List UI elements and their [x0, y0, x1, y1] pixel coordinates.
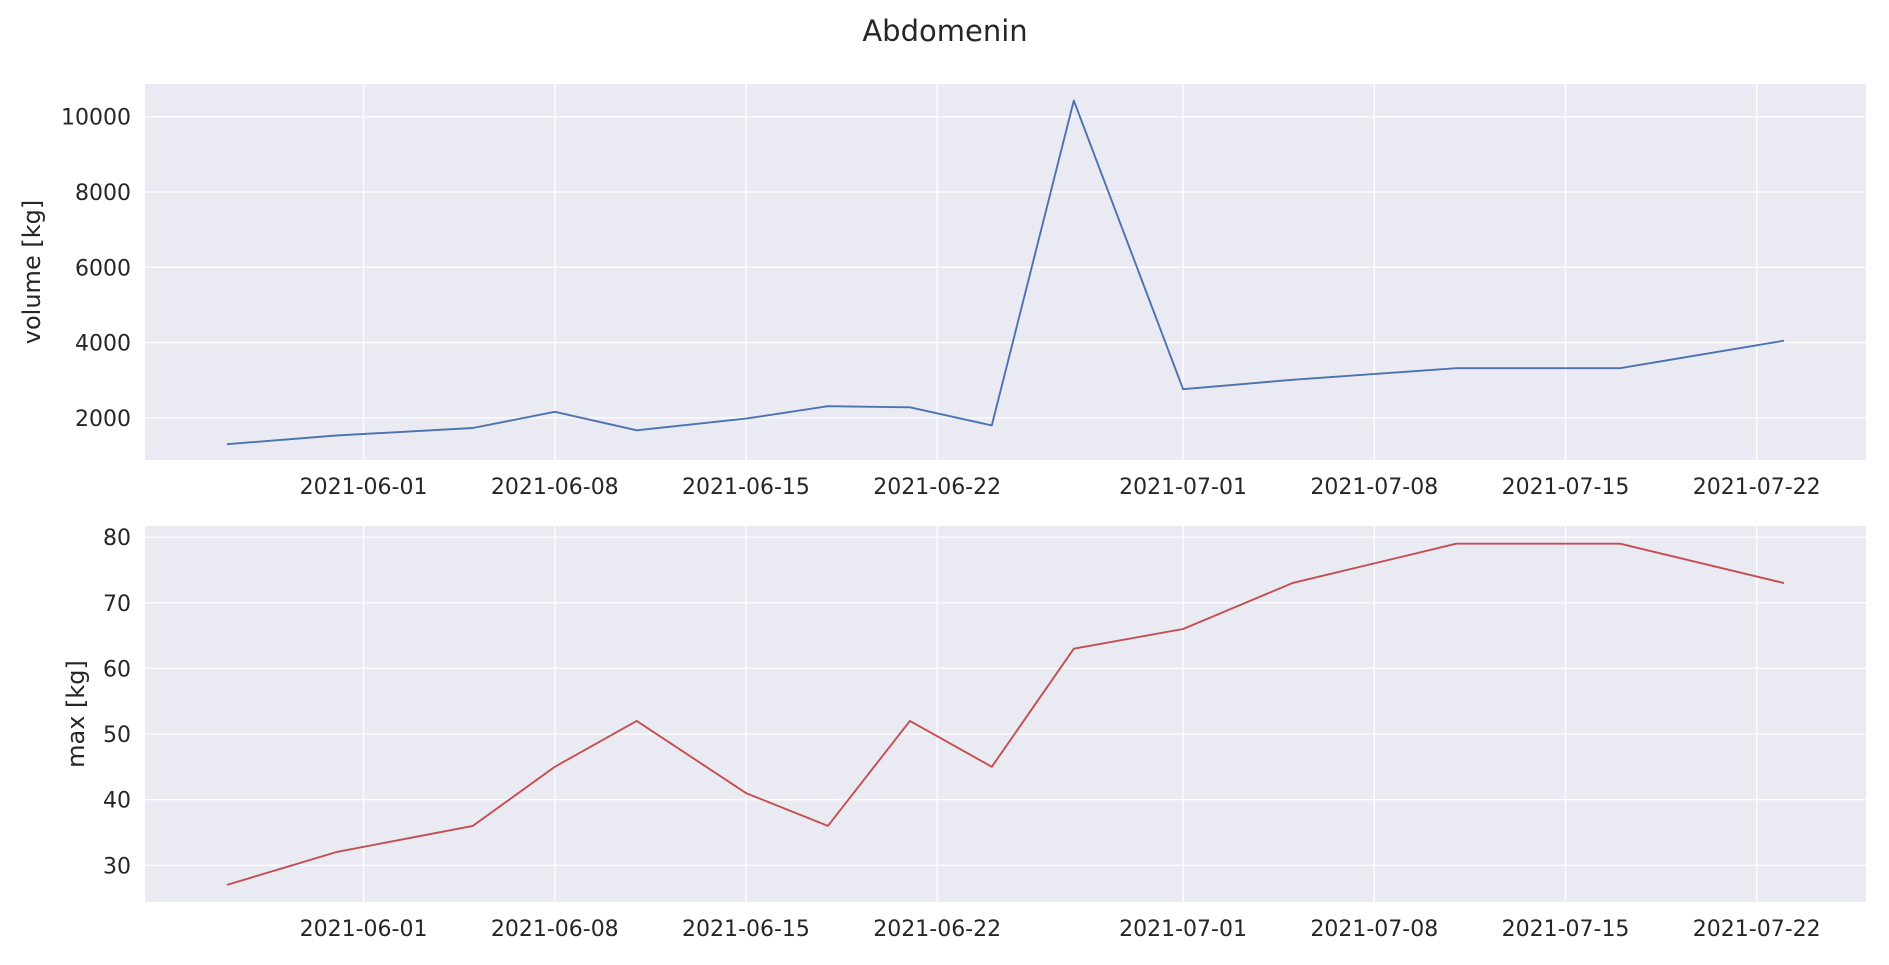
volume-x-tick-label: 2021-06-08 [491, 475, 619, 500]
max-series-line [226, 542, 1785, 886]
volume-x-tick-label: 2021-07-01 [1119, 475, 1247, 500]
max-panel: 30 40 50 60 70 80 2021-06-01 2021-06-08 2021-06-… [62, 526, 1866, 942]
max-x-tick-label: 2021-07-22 [1693, 917, 1821, 942]
max-y-tick-label: 60 [103, 657, 131, 682]
max-x-tick-label: 2021-06-01 [300, 917, 428, 942]
max-y-axis-label: max [kg] [62, 660, 90, 768]
volume-y-tick-label: 10000 [61, 106, 131, 131]
max-x-tick-label: 2021-07-15 [1502, 917, 1630, 942]
volume-x-tick-label: 2021-06-15 [682, 475, 810, 500]
volume-plot-area [145, 84, 1866, 460]
volume-panel: 2000 4000 6000 8000 10000 2021-06-01 2021-06-0… [18, 84, 1866, 500]
max-y-tick-label: 40 [103, 789, 131, 814]
max-x-tick-label: 2021-07-01 [1119, 917, 1247, 942]
max-y-tick-label: 80 [103, 526, 131, 551]
max-y-tick-label: 70 [103, 592, 131, 617]
max-y-tick-label: 50 [103, 723, 131, 748]
volume-series-line [226, 99, 1785, 446]
volume-y-tick-label: 2000 [75, 407, 131, 432]
volume-y-tick-label: 8000 [75, 181, 131, 206]
max-x-tick-label: 2021-06-08 [491, 917, 619, 942]
max-x-tick-label: 2021-06-22 [873, 917, 1001, 942]
volume-y-axis-label: volume [kg] [18, 200, 46, 344]
volume-x-tick-label: 2021-06-22 [873, 475, 1001, 500]
max-y-tick-label: 30 [103, 854, 131, 879]
chart-title: Abdomenin [862, 14, 1027, 48]
volume-x-tick-label: 2021-07-15 [1502, 475, 1630, 500]
volume-x-tick-label: 2021-06-01 [300, 475, 428, 500]
volume-y-tick-label: 6000 [75, 256, 131, 281]
max-x-tick-label: 2021-07-08 [1310, 917, 1438, 942]
volume-x-tick-label: 2021-07-08 [1310, 475, 1438, 500]
volume-x-tick-label: 2021-07-22 [1693, 475, 1821, 500]
volume-y-tick-label: 4000 [75, 332, 131, 357]
max-plot-area [145, 526, 1866, 902]
max-x-tick-label: 2021-06-15 [682, 917, 810, 942]
